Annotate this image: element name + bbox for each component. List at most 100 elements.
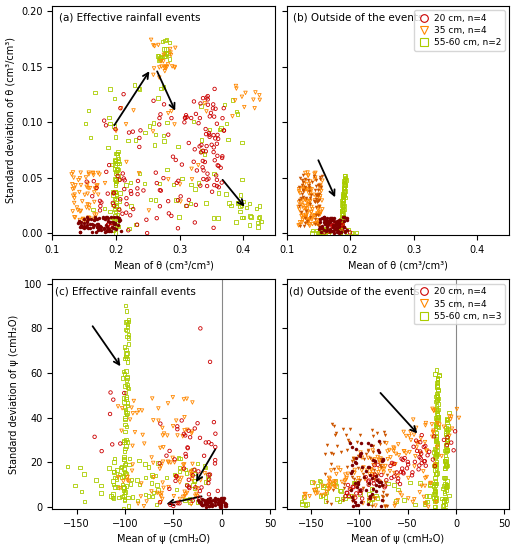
- Point: [329, 223, 337, 232]
- Point: [183, 481, 191, 490]
- Point: [431, 489, 439, 498]
- Point: [120, 454, 128, 463]
- Point: [434, 412, 442, 421]
- Point: [325, 227, 333, 236]
- Point: [84, 189, 92, 198]
- Point: [188, 475, 196, 483]
- Point: [375, 481, 384, 490]
- Point: [233, 109, 241, 118]
- Point: [335, 497, 343, 506]
- Point: [124, 502, 132, 510]
- Point: [348, 496, 356, 505]
- Point: [205, 438, 213, 447]
- Point: [320, 212, 328, 221]
- Point: [297, 497, 306, 506]
- Point: [119, 394, 127, 403]
- Point: [337, 220, 345, 229]
- Point: [301, 204, 309, 212]
- Point: [113, 149, 121, 158]
- Point: [406, 427, 415, 436]
- Point: [216, 496, 224, 504]
- Point: [336, 227, 344, 236]
- Point: [202, 438, 210, 447]
- Point: [199, 94, 207, 102]
- Point: [325, 220, 333, 229]
- Point: [404, 460, 412, 469]
- Point: [176, 454, 184, 463]
- Point: [338, 477, 346, 486]
- Point: [160, 136, 168, 145]
- Point: [121, 180, 130, 189]
- Point: [433, 446, 441, 455]
- Point: [305, 180, 313, 189]
- Point: [303, 201, 312, 210]
- Point: [96, 222, 104, 231]
- Point: [433, 412, 442, 421]
- Point: [320, 226, 328, 235]
- Point: [451, 427, 459, 436]
- Point: [331, 221, 339, 229]
- Point: [112, 207, 120, 216]
- Point: [367, 496, 375, 504]
- Point: [298, 186, 307, 195]
- Point: [90, 210, 99, 219]
- Point: [367, 440, 375, 449]
- Point: [383, 439, 391, 448]
- Point: [188, 164, 196, 173]
- Point: [210, 181, 218, 190]
- Point: [133, 184, 142, 193]
- Point: [412, 424, 420, 432]
- Point: [432, 366, 440, 375]
- Point: [112, 175, 120, 184]
- Point: [342, 214, 350, 223]
- Point: [135, 134, 144, 142]
- Point: [168, 62, 176, 71]
- Point: [330, 226, 338, 234]
- Point: [301, 219, 309, 228]
- Point: [305, 215, 313, 224]
- Point: [91, 184, 99, 193]
- Point: [157, 53, 165, 62]
- Point: [369, 485, 377, 493]
- Point: [114, 402, 122, 411]
- Point: [302, 206, 310, 215]
- Point: [433, 396, 441, 405]
- Point: [423, 451, 432, 460]
- Point: [421, 498, 430, 507]
- Point: [174, 499, 182, 508]
- Point: [232, 84, 240, 93]
- Point: [311, 219, 320, 228]
- Point: [337, 216, 345, 225]
- Point: [363, 446, 372, 455]
- Point: [312, 219, 320, 228]
- Point: [103, 189, 112, 198]
- Point: [202, 199, 210, 207]
- Point: [443, 446, 451, 455]
- Point: [378, 457, 387, 466]
- Point: [172, 416, 180, 425]
- Point: [180, 426, 189, 434]
- Point: [160, 100, 168, 109]
- Point: [338, 218, 346, 227]
- Point: [191, 184, 199, 193]
- Point: [327, 449, 336, 458]
- Point: [433, 420, 441, 429]
- Point: [447, 438, 455, 447]
- Point: [343, 488, 352, 497]
- Point: [150, 64, 158, 73]
- Point: [109, 493, 117, 502]
- Point: [151, 196, 160, 205]
- Point: [339, 206, 347, 215]
- Point: [325, 480, 333, 489]
- Point: [331, 218, 340, 227]
- Point: [314, 228, 322, 237]
- Point: [174, 224, 182, 233]
- Point: [373, 453, 382, 461]
- Point: [90, 212, 99, 221]
- Point: [209, 148, 218, 157]
- Point: [394, 440, 402, 449]
- Point: [338, 205, 346, 213]
- Point: [342, 228, 351, 236]
- Point: [338, 224, 346, 233]
- Point: [80, 219, 88, 228]
